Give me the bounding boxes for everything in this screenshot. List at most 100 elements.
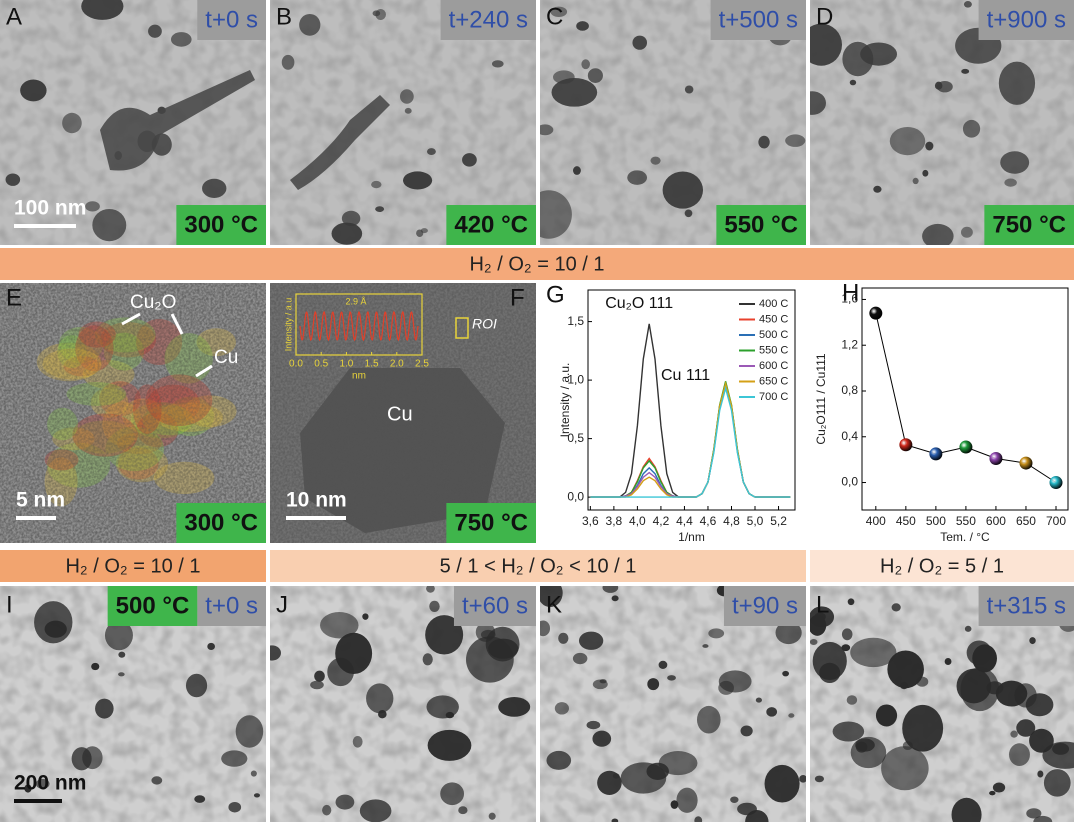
inset-tick-label: 2.5: [415, 359, 429, 370]
particle: [694, 816, 703, 822]
particle: [375, 8, 386, 21]
particle: [912, 177, 919, 185]
inset-tick-label: 0.5: [314, 359, 328, 370]
x-tick-label: 4,0: [629, 514, 646, 528]
panel-letter: H: [842, 279, 859, 306]
time-label-box: [197, 0, 266, 40]
particle: [250, 770, 257, 777]
data-point: [1019, 456, 1033, 470]
time-label-box: [453, 586, 536, 626]
particle: [290, 95, 390, 190]
particle: [581, 59, 590, 70]
particle: [599, 679, 607, 684]
x-tick-label: 500: [926, 514, 946, 528]
panel-letter: D: [816, 3, 833, 30]
particle: [1033, 815, 1053, 822]
panel-letter: J: [276, 591, 288, 618]
particle: [592, 730, 612, 747]
particle: [462, 153, 477, 167]
particle: [331, 222, 363, 245]
particle: [576, 21, 589, 31]
particle: [989, 790, 996, 796]
temperature-label: 300 °C: [184, 211, 258, 238]
y-axis-label: Intensity / a.u.: [558, 363, 572, 438]
particle: [676, 787, 698, 813]
temperature-label: 750 °C: [454, 509, 528, 536]
micrograph: [0, 283, 266, 543]
particle: [602, 586, 619, 593]
particle: [788, 713, 795, 718]
particle: [335, 794, 355, 810]
particle: [855, 741, 868, 753]
particle: [810, 614, 827, 636]
particle: [100, 70, 255, 171]
particle: [299, 13, 321, 36]
y-tick-label: 0,5: [567, 431, 584, 445]
particle: [597, 770, 622, 795]
data-point: [899, 438, 913, 452]
particle: [755, 697, 762, 703]
particle: [320, 611, 359, 639]
x-tick-label: 450: [896, 514, 916, 528]
scale-bar-label: 100 nm: [14, 197, 86, 220]
particle: [849, 79, 857, 86]
particle: [887, 650, 924, 689]
panel-letter: L: [816, 591, 829, 618]
panel-letter: K: [546, 591, 562, 618]
particle: [1016, 719, 1036, 737]
roi-label: ROI: [472, 316, 497, 332]
x-tick-label: 600: [986, 514, 1006, 528]
particle: [24, 784, 32, 793]
legend-label: 650 C: [759, 375, 788, 387]
temperature-label: 420 °C: [454, 211, 528, 238]
temperature-label: 300 °C: [184, 509, 258, 536]
particle: [427, 729, 472, 761]
particle: [587, 68, 603, 83]
particle: [341, 210, 361, 227]
panel-letter: I: [6, 591, 13, 618]
particle: [782, 670, 790, 677]
particle-label: Cu: [387, 403, 413, 425]
arrow: [170, 313, 184, 335]
particle: [322, 804, 332, 816]
particle: [841, 628, 853, 641]
particle: [95, 698, 114, 719]
panel-letter: E: [6, 284, 22, 311]
particle: [1029, 637, 1036, 645]
particle: [1026, 808, 1042, 819]
particle: [670, 800, 679, 809]
particle: [799, 775, 806, 783]
x-tick-label: 400: [866, 514, 886, 528]
particle: [491, 60, 504, 68]
time-label-box: [978, 0, 1074, 40]
particle: [758, 135, 770, 149]
particle: [1010, 730, 1018, 738]
particle: [416, 229, 424, 238]
particle: [846, 695, 858, 705]
inset-y-label: Intensity / a.u: [283, 298, 293, 352]
particle: [402, 171, 433, 190]
particle: [702, 644, 709, 648]
x-tick-label: 4,4: [676, 514, 693, 528]
particle: [85, 201, 100, 212]
particle: [82, 746, 103, 770]
banner: [810, 550, 1074, 582]
particle: [627, 170, 648, 185]
inset-tick-label: 2.0: [390, 359, 404, 370]
particle: [91, 662, 100, 671]
particle: [1052, 743, 1070, 755]
particle: [922, 169, 929, 177]
micrograph-noise: [0, 283, 266, 543]
phase-label: Cu: [214, 347, 238, 368]
temperature-label: 500 °C: [116, 592, 190, 619]
scale-bar-label: 200 nm: [14, 772, 86, 795]
particle: [1009, 743, 1030, 766]
y-tick-label: 0,4: [841, 429, 858, 443]
particle: [966, 640, 992, 666]
particle: [235, 715, 264, 748]
particle: [992, 782, 1006, 793]
micrograph: [270, 0, 536, 245]
particle: [81, 0, 124, 20]
y-tick-label: 1,6: [841, 292, 858, 306]
particle: [425, 615, 464, 655]
